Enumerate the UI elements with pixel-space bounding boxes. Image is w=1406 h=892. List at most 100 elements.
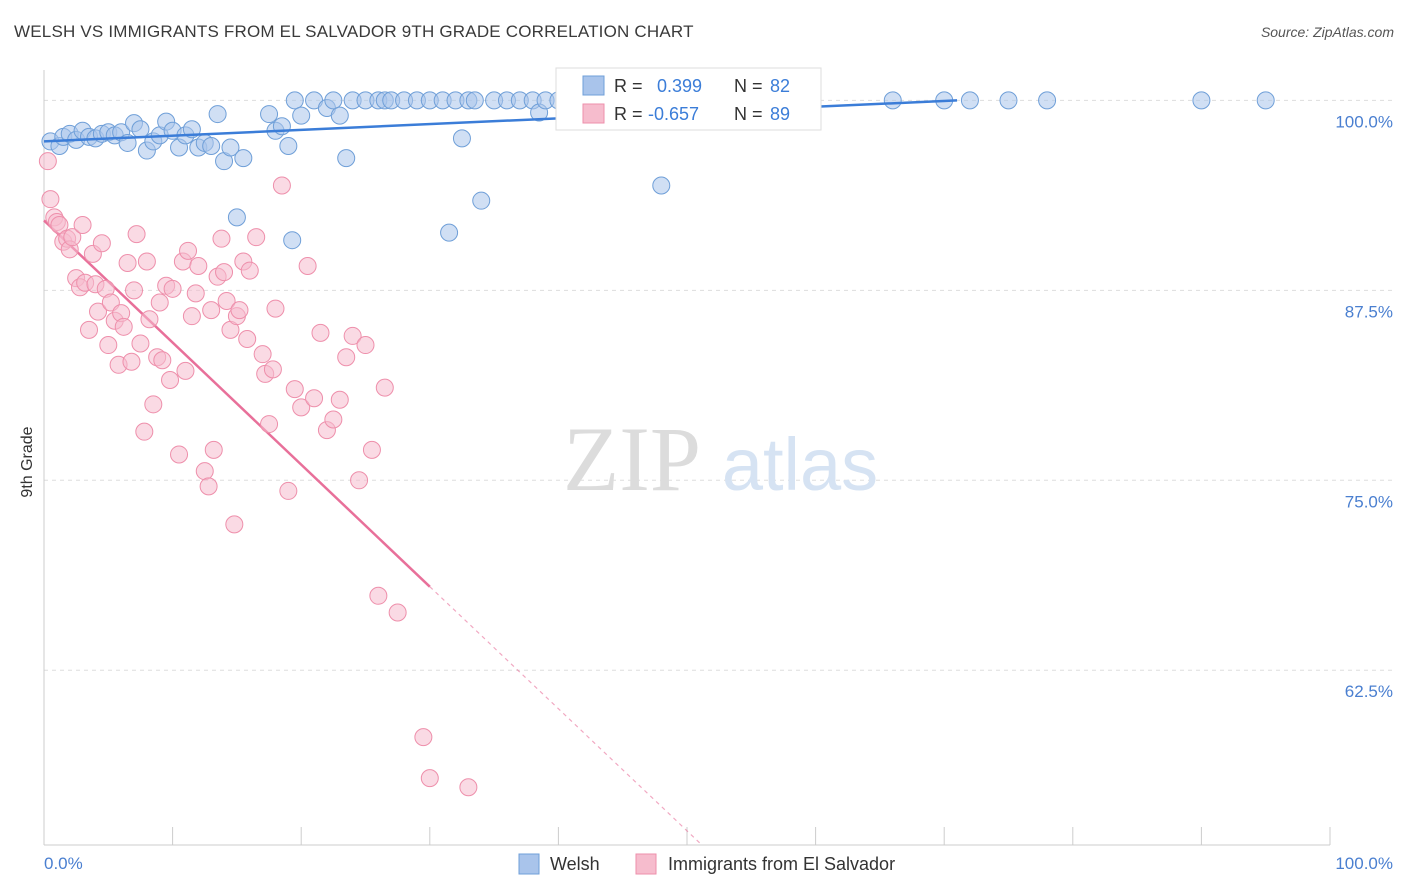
- watermark-zip: ZIP: [563, 408, 701, 510]
- welsh-n-label: N =: [734, 76, 763, 96]
- salvador-point: [375, 378, 394, 397]
- salvador-point: [118, 253, 137, 272]
- salvador-point: [292, 398, 311, 417]
- salvador-r-label: R =: [614, 104, 643, 124]
- salvador-point: [263, 360, 282, 379]
- welsh-swatch: [582, 75, 605, 96]
- salvador-point: [89, 302, 108, 321]
- series-legend: Welsh Immigrants from El Salvador: [518, 853, 895, 875]
- stats-legend: R = 0.399 N = 82 R = -0.657 N = 89: [555, 67, 822, 131]
- axes: [43, 70, 1331, 846]
- salvador-point: [225, 515, 244, 534]
- salvador-point: [153, 351, 172, 370]
- x-tick-label-right: 100.0%: [1335, 854, 1393, 873]
- salvador-point: [161, 371, 180, 389]
- welsh-point: [960, 91, 979, 110]
- salvador-point: [170, 445, 189, 464]
- welsh-point: [883, 91, 902, 110]
- y-tick-label: 100.0%: [1335, 112, 1393, 131]
- salvador-point: [80, 320, 99, 339]
- salvador-point: [125, 281, 144, 300]
- salvador-point: [369, 586, 388, 605]
- welsh-point: [279, 136, 298, 155]
- welsh-n-value: 82: [770, 76, 790, 96]
- salvador-point: [140, 310, 159, 329]
- grid-lines: [44, 99, 1392, 671]
- salvador-point: [298, 257, 317, 276]
- salvador-point: [253, 345, 272, 364]
- salvador-point: [350, 471, 369, 490]
- y-tick-label: 62.5%: [1345, 682, 1393, 701]
- salvador-point: [122, 352, 141, 371]
- salvador-point: [163, 279, 182, 298]
- welsh-point: [465, 91, 484, 110]
- salvador-point: [212, 229, 231, 248]
- legend-welsh-label: Welsh: [550, 854, 600, 874]
- salvador-point: [279, 481, 298, 500]
- salvador-point: [388, 603, 407, 622]
- salvador-point: [272, 176, 291, 195]
- salvador-point: [238, 329, 257, 348]
- legend-salvador-label: Immigrants from El Salvador: [668, 854, 895, 874]
- welsh-point: [260, 105, 279, 124]
- y-tick-label: 75.0%: [1345, 492, 1393, 511]
- welsh-point: [285, 91, 304, 110]
- welsh-point: [1038, 91, 1057, 110]
- salvador-point: [356, 336, 375, 355]
- salvador-point: [114, 317, 133, 336]
- welsh-point: [202, 136, 221, 155]
- welsh-r-label: R =: [614, 76, 643, 96]
- salvador-point: [324, 410, 343, 429]
- salvador-point: [144, 395, 163, 414]
- salvador-point: [337, 348, 356, 367]
- salvador-point: [63, 228, 82, 247]
- salvador-point: [131, 334, 150, 353]
- watermark-atlas: atlas: [722, 423, 878, 506]
- salvador-point: [305, 389, 324, 408]
- salvador-r-value: -0.657: [648, 104, 699, 124]
- salvador-point: [266, 299, 285, 318]
- welsh-point: [452, 129, 471, 148]
- salvador-point: [195, 462, 214, 481]
- welsh-point: [652, 176, 671, 195]
- salvador-point: [127, 225, 146, 244]
- welsh-point: [292, 106, 311, 125]
- welsh-point: [227, 208, 246, 227]
- salvador-point: [176, 361, 195, 380]
- welsh-point: [440, 223, 459, 242]
- salvador-point: [99, 336, 118, 355]
- legend-welsh-swatch: [518, 853, 540, 875]
- welsh-point: [1192, 91, 1211, 110]
- salvador-point: [73, 216, 92, 234]
- salvador-point: [199, 477, 218, 496]
- salvador-point: [260, 415, 279, 434]
- y-tick-label: 87.5%: [1345, 302, 1393, 321]
- welsh-point: [131, 120, 150, 139]
- x-tick-label-left: 0.0%: [44, 854, 83, 873]
- watermark: ZIP atlas: [563, 408, 878, 510]
- salvador-point: [189, 257, 208, 276]
- salvador-point: [285, 380, 304, 399]
- salvador-n-value: 89: [770, 104, 790, 124]
- salvador-point: [420, 769, 439, 788]
- source-credit: Source: ZipAtlas.com: [1260, 24, 1394, 40]
- points-salvador: [38, 152, 478, 797]
- salvador-point: [247, 228, 266, 247]
- welsh-point: [208, 105, 227, 124]
- salvador-point: [150, 293, 169, 312]
- y-axis-label: 9th Grade: [19, 426, 36, 497]
- welsh-point: [330, 106, 349, 125]
- salvador-point: [215, 263, 234, 282]
- salvador-point: [217, 291, 236, 310]
- salvador-point: [343, 326, 362, 345]
- salvador-point: [414, 728, 433, 747]
- salvador-point: [179, 241, 198, 260]
- chart-title: WELSH VS IMMIGRANTS FROM EL SALVADOR 9TH…: [14, 22, 694, 41]
- salvador-point: [202, 301, 221, 320]
- salvador-point: [330, 390, 349, 409]
- salvador-point: [135, 422, 154, 441]
- salvador-n-label: N =: [734, 104, 763, 124]
- salvador-point: [459, 778, 478, 797]
- salvador-point: [50, 216, 69, 234]
